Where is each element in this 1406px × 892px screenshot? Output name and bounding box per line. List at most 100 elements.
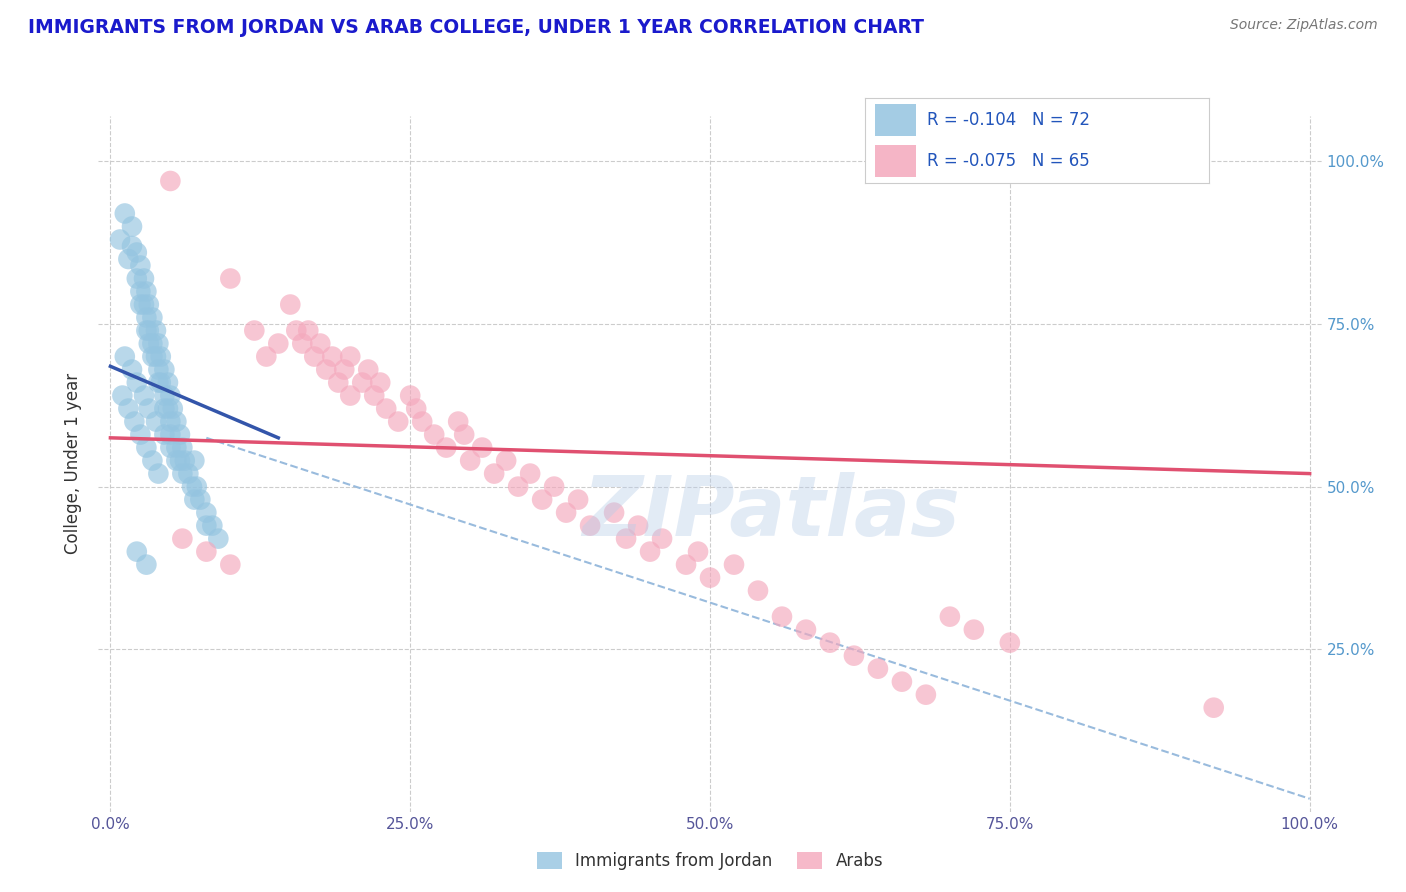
Point (135, 324, 157, 338)
Point (177, 467, 200, 481)
Point (770, 609, 793, 624)
Point (321, 350, 343, 364)
Point (699, 571, 721, 585)
Point (138, 336, 160, 351)
Text: R = -0.104   N = 72: R = -0.104 N = 72 (927, 112, 1090, 129)
Point (125, 376, 148, 390)
Legend: Immigrants from Jordan, Arabs: Immigrants from Jordan, Arabs (530, 845, 890, 877)
Point (375, 401, 398, 416)
Point (818, 635, 841, 649)
Point (138, 324, 160, 338)
Point (567, 492, 589, 507)
Point (149, 376, 172, 390)
Point (129, 427, 152, 442)
Point (172, 441, 194, 455)
Point (339, 350, 361, 364)
Point (117, 401, 139, 416)
Point (149, 350, 172, 364)
Point (243, 324, 266, 338)
Point (309, 336, 332, 351)
Point (165, 415, 187, 429)
Point (723, 558, 745, 572)
Point (129, 285, 152, 299)
Point (148, 336, 170, 351)
Point (141, 453, 163, 467)
Point (153, 362, 176, 376)
Text: IMMIGRANTS FROM JORDAN VS ARAB COLLEGE, UNDER 1 YEAR CORRELATION CHART: IMMIGRANTS FROM JORDAN VS ARAB COLLEGE, … (28, 18, 924, 37)
Point (1202, 700, 1225, 714)
Point (339, 388, 361, 402)
Point (148, 467, 170, 481)
Point (172, 532, 194, 546)
Text: Source: ZipAtlas.com: Source: ZipAtlas.com (1230, 18, 1378, 32)
Point (183, 453, 205, 467)
Point (132, 297, 155, 311)
Y-axis label: College, Under 1 year: College, Under 1 year (65, 373, 83, 555)
Point (285, 324, 308, 338)
Point (363, 388, 385, 402)
Point (135, 441, 157, 455)
Point (121, 362, 143, 376)
Point (531, 492, 554, 507)
Point (111, 388, 134, 402)
Point (162, 401, 184, 416)
Point (411, 415, 433, 429)
Point (125, 271, 148, 285)
Point (434, 441, 457, 455)
Point (368, 376, 391, 390)
Point (153, 388, 176, 402)
Point (333, 362, 356, 376)
Point (145, 415, 167, 429)
Point (555, 506, 578, 520)
Point (447, 415, 470, 429)
Point (159, 441, 181, 455)
Point (328, 376, 350, 390)
Point (138, 401, 160, 416)
Point (939, 609, 962, 624)
Point (169, 427, 191, 442)
Point (138, 297, 160, 311)
Point (519, 467, 541, 481)
Point (291, 336, 314, 351)
Point (145, 324, 167, 338)
Point (747, 583, 769, 598)
Point (183, 492, 205, 507)
Point (129, 297, 152, 311)
Point (195, 518, 218, 533)
Point (794, 623, 817, 637)
Point (387, 415, 409, 429)
Point (159, 174, 181, 188)
Point (842, 648, 865, 663)
Point (603, 506, 626, 520)
Point (148, 362, 170, 376)
Point (495, 453, 517, 467)
Point (156, 401, 179, 416)
Point (121, 239, 143, 253)
Text: R = -0.075   N = 65: R = -0.075 N = 65 (927, 152, 1090, 169)
Point (132, 388, 155, 402)
Point (508, 480, 530, 494)
Point (304, 350, 326, 364)
Point (125, 544, 148, 558)
Point (135, 558, 157, 572)
Point (423, 427, 446, 442)
Point (627, 518, 650, 533)
Point (169, 453, 191, 467)
Point (114, 350, 136, 364)
Bar (875, 145, 917, 177)
Point (405, 401, 427, 416)
Point (297, 324, 319, 338)
Point (915, 688, 938, 702)
Point (614, 532, 637, 546)
Point (114, 206, 136, 220)
Point (638, 544, 661, 558)
Point (141, 350, 163, 364)
Point (159, 427, 181, 442)
Point (156, 376, 179, 390)
Point (117, 252, 139, 266)
Point (963, 623, 986, 637)
Point (543, 480, 565, 494)
Point (219, 558, 242, 572)
Point (579, 518, 602, 533)
Point (201, 518, 224, 533)
